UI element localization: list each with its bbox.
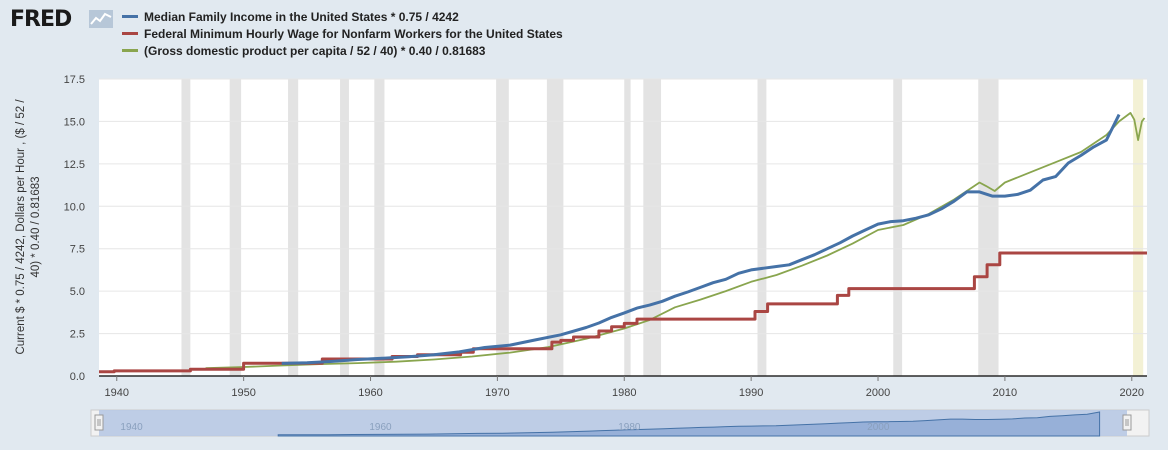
y-tick-label: 0.0 bbox=[70, 371, 85, 383]
legend-swatch-min-wage bbox=[122, 32, 138, 35]
x-tick-label: 2010 bbox=[993, 387, 1017, 399]
x-tick-label: 1950 bbox=[231, 387, 255, 399]
recession-band bbox=[496, 79, 509, 376]
x-tick-label: 1980 bbox=[612, 387, 636, 399]
x-tick-label: 2020 bbox=[1120, 387, 1144, 399]
y-tick-label: 17.5 bbox=[64, 74, 85, 86]
recession-band bbox=[340, 79, 349, 376]
recession-band bbox=[757, 79, 767, 376]
navigator-label: 1980 bbox=[618, 422, 641, 433]
navigator-handle-left[interactable] bbox=[94, 414, 104, 431]
series-line-gdp bbox=[205, 112, 1146, 370]
y-tick-label: 15.0 bbox=[64, 116, 85, 128]
legend-swatch-median-income bbox=[122, 15, 138, 18]
series-line-median-income bbox=[281, 113, 1121, 365]
navigator-series bbox=[277, 411, 1101, 437]
legend-label-gdp: (Gross domestic product per capita / 52 … bbox=[144, 43, 486, 58]
y-tick-label: 10.0 bbox=[64, 201, 85, 213]
recession-band bbox=[181, 79, 191, 376]
x-tick-label: 2000 bbox=[866, 387, 890, 399]
x-tick-label: 1990 bbox=[739, 387, 763, 399]
legend-label-min-wage: Federal Minimum Hourly Wage for Nonfarm … bbox=[144, 26, 563, 41]
y-tick-label: 5.0 bbox=[70, 286, 85, 298]
x-tick-label: 1940 bbox=[105, 387, 129, 399]
handle-body bbox=[94, 414, 104, 431]
x-tick-label: 1960 bbox=[358, 387, 382, 399]
y-tick-label: 7.5 bbox=[70, 244, 85, 256]
legend-swatch-gdp bbox=[122, 49, 138, 52]
handle-body bbox=[1122, 414, 1132, 431]
recession-band bbox=[643, 79, 662, 376]
navigator-label: 1960 bbox=[369, 422, 392, 433]
recession-band bbox=[374, 79, 385, 376]
y-tick-label: 2.5 bbox=[70, 329, 85, 341]
recession-band bbox=[288, 79, 299, 376]
legend-label-median-income: Median Family Income in the United State… bbox=[144, 9, 459, 24]
navigator-label: 2000 bbox=[867, 422, 890, 433]
recession-band bbox=[1133, 79, 1144, 376]
recession-band bbox=[229, 79, 242, 376]
y-tick-label: 12.5 bbox=[64, 159, 85, 171]
logo-text: FRED bbox=[10, 7, 72, 32]
x-tick-label: 1970 bbox=[485, 387, 509, 399]
recession-band bbox=[893, 79, 903, 376]
legend-item-gdp[interactable]: (Gross domestic product per capita / 52 … bbox=[122, 42, 563, 59]
recession-band bbox=[624, 79, 631, 376]
navigator-label: 1940 bbox=[120, 422, 143, 433]
recession-band bbox=[978, 79, 999, 376]
legend-item-min-wage[interactable]: Federal Minimum Hourly Wage for Nonfarm … bbox=[122, 25, 563, 42]
navigator-handle-right[interactable] bbox=[1122, 414, 1132, 431]
recession-band bbox=[546, 79, 564, 376]
chart-line-icon bbox=[89, 10, 113, 28]
legend-item-median-income[interactable]: Median Family Income in the United State… bbox=[122, 8, 563, 25]
chart-legend: Median Family Income in the United State… bbox=[122, 8, 563, 59]
